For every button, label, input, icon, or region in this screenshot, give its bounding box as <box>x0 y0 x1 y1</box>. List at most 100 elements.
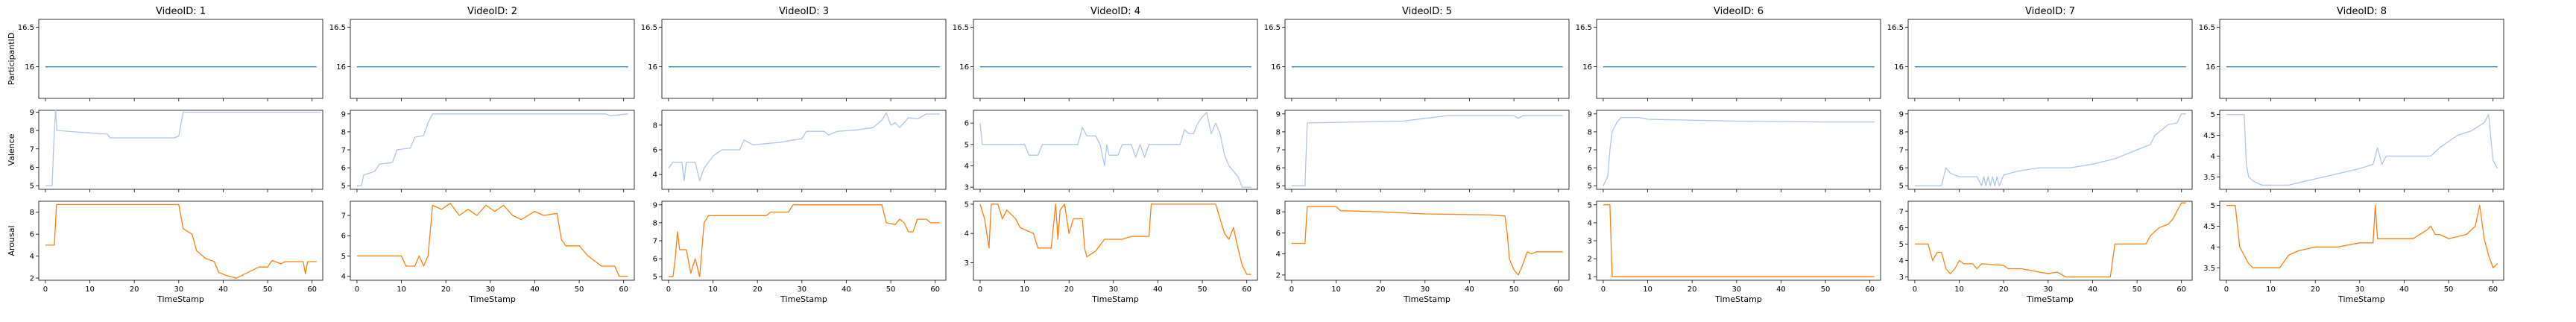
x-tick-label: 50 <box>2133 285 2142 294</box>
y-tick-label: 6 <box>653 256 657 264</box>
y-tick-label: 4 <box>30 253 34 261</box>
x-tick-label: 10 <box>397 285 406 294</box>
x-tick-label: 20 <box>130 285 139 294</box>
valence-line <box>45 110 321 186</box>
plot-frame <box>350 201 635 281</box>
x-axis-label: TimeStamp <box>2026 294 2074 304</box>
y-tick-label: 4.5 <box>2203 132 2215 140</box>
y-tick-label: 6 <box>341 165 346 173</box>
plot-frame <box>1907 110 2193 190</box>
x-tick-label: 40 <box>842 285 851 294</box>
x-tick-label: 30 <box>1108 285 1118 294</box>
y-tick-label: 6 <box>30 231 34 239</box>
x-tick-label: 40 <box>1776 285 1786 294</box>
y-tick-label: 9 <box>1899 110 1904 119</box>
y-axis-label: ParticipantID <box>7 33 16 86</box>
arousal-line <box>1603 204 1875 277</box>
x-tick-label: 10 <box>1020 285 1029 294</box>
panel-title: VideoID: 1 <box>156 6 206 17</box>
y-tick-label: 3 <box>1899 274 1904 282</box>
y-tick-label: 7 <box>653 238 657 246</box>
y-tick-label: 6 <box>341 233 346 241</box>
y-tick-label: 16 <box>2206 63 2215 72</box>
x-tick-label: 0 <box>1913 285 1917 294</box>
x-tick-label: 0 <box>1601 285 1606 294</box>
y-tick-label: 7 <box>1276 147 1281 155</box>
panel-title: VideoID: 3 <box>779 6 829 17</box>
valence-line <box>356 113 628 186</box>
x-tick-label: 20 <box>2311 285 2320 294</box>
y-tick-label: 9 <box>1588 110 1592 119</box>
plot-frame <box>2219 19 2504 99</box>
axes-valence-6: 5 6 7 8 9 <box>1588 110 1881 192</box>
plot-frame <box>1284 19 1570 99</box>
y-tick-label: 6 <box>965 120 969 128</box>
y-tick-label: 6 <box>1899 224 1904 233</box>
panel-title: VideoID: 8 <box>2337 6 2387 17</box>
y-tick-label: 16.5 <box>953 24 969 32</box>
x-tick-label: 30 <box>485 285 495 294</box>
x-tick-label: 50 <box>575 285 584 294</box>
y-tick-label: 16.5 <box>1887 24 1904 32</box>
x-tick-label: 60 <box>619 285 628 294</box>
y-tick-label: 4 <box>341 273 346 281</box>
x-axis-label: TimeStamp <box>468 294 516 304</box>
plot-frame <box>661 110 947 190</box>
y-tick-label: 5 <box>1899 241 1904 249</box>
x-tick-label: 20 <box>1064 285 1074 294</box>
x-tick-label: 40 <box>530 285 540 294</box>
arousal-line <box>356 203 628 277</box>
y-tick-label: 5 <box>2211 111 2215 119</box>
y-tick-label: 5 <box>2211 202 2215 210</box>
plot-frame <box>973 19 1258 99</box>
y-tick-label: 3.5 <box>2203 174 2215 182</box>
axes-participant-8: 16 16.5 VideoID: 8 <box>2199 6 2504 101</box>
plot-frame <box>350 110 635 190</box>
y-tick-label: 3.5 <box>2203 265 2215 273</box>
y-tick-label: 4 <box>653 171 657 180</box>
x-axis-label: TimeStamp <box>1091 294 1139 304</box>
panel-title: VideoID: 5 <box>1402 6 1452 17</box>
arousal-line <box>2226 204 2498 268</box>
x-axis-label: TimeStamp <box>157 294 204 304</box>
x-tick-label: 10 <box>85 285 95 294</box>
valence-line <box>2226 113 2498 186</box>
x-tick-label: 40 <box>2088 285 2097 294</box>
y-tick-label: 16.5 <box>2199 24 2215 32</box>
y-tick-label: 8 <box>1276 128 1281 136</box>
x-tick-label: 20 <box>1376 285 1386 294</box>
x-tick-label: 20 <box>1688 285 1697 294</box>
y-tick-label: 3 <box>1588 238 1592 246</box>
y-tick-label: 8 <box>1588 128 1592 136</box>
x-tick-label: 30 <box>1731 285 1741 294</box>
x-tick-label: 60 <box>1242 285 1251 294</box>
axes-valence-8: 3.5 4 4.5 5 <box>2203 110 2504 192</box>
x-tick-label: 50 <box>263 285 273 294</box>
axes-arousal-1: 2 4 6 8 0 10 20 30 40 50 60 TimeStamp Arousal <box>7 201 323 304</box>
plot-frame <box>661 19 947 99</box>
axes-valence-5: 5 6 7 8 9 <box>1276 110 1570 192</box>
y-tick-label: 8 <box>653 121 657 130</box>
plot-frame <box>973 201 1258 281</box>
x-tick-label: 20 <box>753 285 763 294</box>
y-tick-label: 16 <box>959 63 969 72</box>
y-tick-label: 8 <box>30 209 34 217</box>
y-tick-label: 7 <box>1899 208 1904 216</box>
x-tick-label: 10 <box>1643 285 1652 294</box>
y-tick-label: 16.5 <box>641 24 657 32</box>
y-tick-label: 9 <box>1276 110 1281 119</box>
plot-frame <box>973 110 1258 190</box>
y-tick-label: 16.5 <box>1264 24 1281 32</box>
x-tick-label: 60 <box>307 285 317 294</box>
y-tick-label: 8 <box>1276 209 1281 217</box>
plot-frame <box>2219 110 2504 190</box>
y-tick-label: 4 <box>965 162 969 171</box>
x-tick-label: 0 <box>1289 285 1294 294</box>
y-tick-label: 4 <box>1899 257 1904 265</box>
x-tick-label: 50 <box>1198 285 1208 294</box>
arousal-line <box>45 203 317 279</box>
y-tick-label: 2 <box>30 275 34 283</box>
